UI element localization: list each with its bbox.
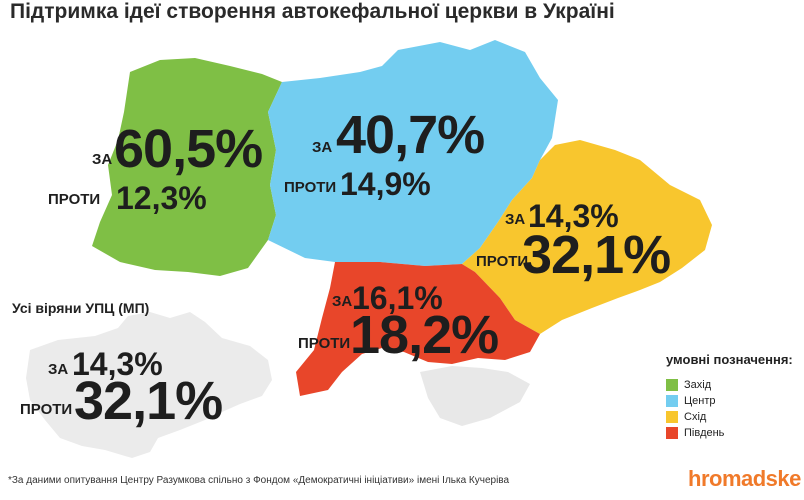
legend-swatch-south — [666, 426, 678, 439]
region-west — [92, 58, 282, 276]
region-south — [296, 262, 540, 396]
south-against-label: ПРОТИ — [298, 335, 351, 352]
east-for-value: 14,3% — [528, 198, 619, 234]
legend: умовні позначення: Захід Центр Схід Півд… — [666, 352, 793, 441]
center-for-label: ЗА — [312, 139, 333, 156]
legend-swatch-west — [666, 378, 678, 391]
legend-item-center: Центр — [666, 393, 793, 408]
west-for-label: ЗА — [92, 151, 113, 168]
legend-label-center: Центр — [684, 394, 716, 407]
legend-label-east: Схід — [684, 410, 707, 423]
legend-item-west: Захід — [666, 377, 793, 392]
upc-title: Усі віряни УПЦ (МП) — [12, 300, 150, 316]
south-against-value: 18,2% — [350, 305, 499, 365]
east-for-label: ЗА — [505, 211, 526, 228]
upc-against-label: ПРОТИ — [20, 401, 73, 418]
legend-swatch-east — [666, 410, 678, 423]
page-title: Підтримка ідеї створення автокефальної ц… — [10, 0, 615, 23]
brand-logo: hromadske — [688, 466, 801, 491]
center-against-value: 14,9% — [340, 166, 431, 202]
south-for-value: 16,1% — [352, 280, 443, 316]
region-center — [268, 40, 558, 266]
legend-label-west: Захід — [684, 378, 712, 391]
east-against-label: ПРОТИ — [476, 253, 529, 270]
east-against-value: 32,1% — [522, 225, 671, 285]
upc-against-value: 32,1% — [74, 371, 223, 431]
footnote: *За даними опитування Центру Разумкова с… — [8, 475, 510, 486]
upc-for-value: 14,3% — [72, 346, 163, 382]
legend-item-east: Схід — [666, 409, 793, 424]
region-east — [462, 140, 712, 334]
west-against-value: 12,3% — [116, 180, 207, 216]
center-against-label: ПРОТИ — [284, 179, 337, 196]
crimea — [420, 366, 530, 426]
upc-map — [26, 312, 272, 458]
west-for-value: 60,5% — [114, 119, 263, 179]
legend-swatch-center — [666, 394, 678, 407]
west-against-label: ПРОТИ — [48, 191, 101, 208]
legend-title: умовні позначення: — [666, 352, 793, 367]
legend-label-south: Південь — [684, 426, 725, 439]
upc-for-label: ЗА — [48, 361, 69, 378]
center-for-value: 40,7% — [336, 105, 485, 165]
legend-item-south: Південь — [666, 425, 793, 440]
south-for-label: ЗА — [332, 293, 353, 310]
